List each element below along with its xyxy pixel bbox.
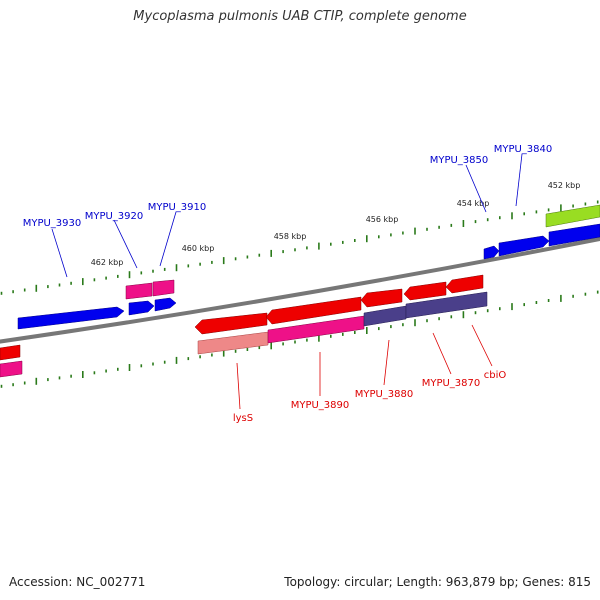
inner-tick-track — [0, 290, 599, 388]
gene-arrow[interactable] — [545, 204, 600, 228]
gene-arrow[interactable] — [0, 344, 21, 361]
gene-label[interactable]: MYPU_3840 — [494, 144, 553, 155]
gene-label[interactable]: cbiO — [484, 370, 507, 381]
forward-features — [17, 204, 600, 330]
gene-arrow[interactable] — [360, 288, 403, 308]
kbp-scale-labels: 462 kbp 460 kbp 458 kbp 456 kbp 454 kbp … — [91, 181, 581, 267]
kbp-label: 456 kbp — [366, 215, 399, 224]
gene-arrow[interactable] — [152, 279, 175, 297]
gene-label[interactable]: MYPU_3890 — [291, 400, 350, 411]
forward-gene-labels: MYPU_3930 MYPU_3920 MYPU_3910 MYPU_3850 … — [23, 144, 553, 278]
gene-arrow[interactable] — [265, 296, 362, 325]
gene-arrow[interactable] — [0, 360, 23, 378]
reverse-features — [0, 274, 488, 378]
genome-stats-label: Topology: circular; Length: 963,879 bp; … — [284, 575, 591, 589]
gene-label[interactable]: MYPU_3930 — [23, 218, 82, 229]
kbp-label: 458 kbp — [274, 232, 307, 241]
reverse-gene-labels: lysS MYPU_3890 MYPU_3880 MYPU_3870 cbiO — [233, 324, 507, 424]
gene-label[interactable]: lysS — [233, 413, 253, 424]
gene-arrow[interactable] — [405, 291, 488, 319]
gene-arrow[interactable] — [154, 297, 177, 312]
kbp-label: 452 kbp — [548, 181, 581, 190]
gene-arrow[interactable] — [548, 223, 600, 247]
gene-label[interactable]: MYPU_3850 — [430, 155, 489, 166]
gene-arrow[interactable] — [194, 312, 268, 335]
gene-arrow[interactable] — [17, 306, 125, 330]
genome-backbone — [0, 236, 600, 344]
gene-label[interactable]: MYPU_3880 — [355, 389, 414, 400]
gene-arrow[interactable] — [403, 281, 447, 301]
outer-tick-track — [0, 200, 599, 295]
accession-label: Accession: NC_002771 — [9, 575, 146, 589]
gene-arrow[interactable] — [498, 235, 550, 257]
gene-arrow[interactable] — [128, 300, 155, 316]
gene-label[interactable]: MYPU_3920 — [85, 211, 144, 222]
gene-arrow[interactable] — [267, 315, 365, 344]
gene-label[interactable]: MYPU_3870 — [422, 378, 481, 389]
kbp-label: 460 kbp — [182, 244, 215, 253]
gene-arrow[interactable] — [125, 282, 153, 300]
map-title: Mycoplasma pulmonis UAB CTIP, complete g… — [133, 9, 467, 24]
gene-arrow[interactable] — [483, 245, 500, 260]
gene-arrow[interactable] — [197, 331, 269, 355]
gene-arrow[interactable] — [363, 305, 407, 327]
kbp-label: 462 kbp — [91, 258, 124, 267]
gene-arrow[interactable] — [445, 274, 484, 294]
kbp-label: 454 kbp — [457, 199, 490, 208]
gene-label[interactable]: MYPU_3910 — [148, 202, 207, 213]
